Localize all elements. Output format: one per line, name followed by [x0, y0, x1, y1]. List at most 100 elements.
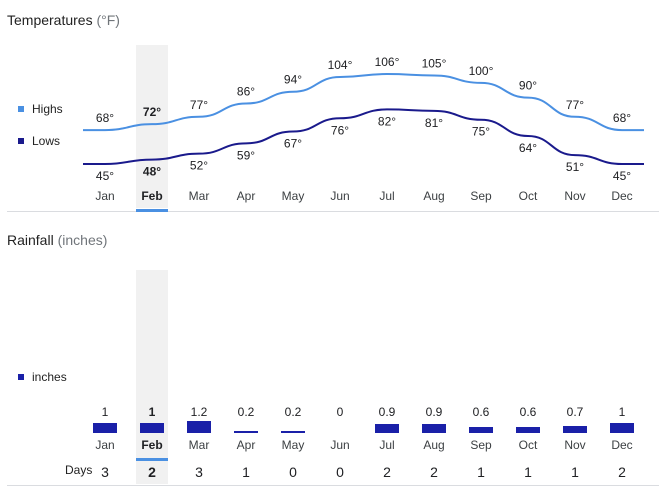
rainfall-month-aug: Aug [423, 438, 444, 452]
days-value-jul: 2 [383, 464, 391, 480]
rain-bar-nov[interactable] [563, 426, 587, 433]
temperature-month-aug: Aug [423, 189, 444, 203]
selected-month-column-temperatures [136, 45, 168, 208]
rainfall-month-sep: Sep [470, 438, 492, 452]
rain-bar-aug[interactable] [422, 424, 446, 433]
days-value-nov: 1 [571, 464, 579, 480]
rain-bar-may[interactable] [281, 431, 305, 433]
lows-label-may: 67° [284, 137, 302, 151]
temperature-month-apr: Apr [237, 189, 256, 203]
rain-value-may: 0.2 [285, 405, 302, 419]
rainfall-month-feb: Feb [141, 438, 162, 452]
rain-value-jan: 1 [102, 405, 109, 419]
rainfall-month-dec: Dec [611, 438, 632, 452]
temperature-month-jan: Jan [95, 189, 114, 203]
lows-label-feb: 48° [143, 165, 161, 179]
rainfall-month-jan: Jan [95, 438, 114, 452]
lows-label-nov: 51° [566, 160, 584, 174]
rain-bar-apr[interactable] [234, 431, 258, 433]
legend-lows-label: Lows [32, 134, 61, 148]
lows-label-jun: 76° [331, 123, 349, 137]
rainfall-divider [7, 485, 659, 486]
highs-label-mar: 77° [190, 98, 208, 112]
legend-inches-label: inches [32, 370, 67, 384]
rainfall-month-oct: Oct [519, 438, 538, 452]
legend-highs-label: Highs [32, 102, 63, 116]
days-value-jun: 0 [336, 464, 344, 480]
legend-lows-swatch [18, 138, 24, 144]
legend-inches-swatch [18, 374, 24, 380]
highs-label-aug: 105° [422, 56, 447, 70]
days-label: Days [65, 463, 92, 477]
rain-bar-jul[interactable] [375, 424, 399, 433]
highs-label-dec: 68° [613, 111, 631, 125]
temperature-month-sep: Sep [470, 189, 492, 203]
rain-value-feb: 1 [149, 405, 156, 419]
rain-value-apr: 0.2 [238, 405, 255, 419]
temperature-month-dec: Dec [611, 189, 632, 203]
selected-month-column-rainfall [136, 270, 168, 484]
temperature-selected-indicator [136, 209, 168, 212]
temperatures-title-text: Temperatures [7, 12, 93, 28]
rainfall-month-jul: Jul [379, 438, 394, 452]
highs-label-jun: 104° [328, 58, 353, 72]
temperature-month-jul: Jul [379, 189, 394, 203]
rain-bar-oct[interactable] [516, 427, 540, 433]
temperature-month-may: May [282, 189, 305, 203]
highs-label-nov: 77° [566, 98, 584, 112]
temperature-month-feb: Feb [141, 189, 162, 203]
days-value-feb: 2 [148, 464, 156, 480]
legend-highs: Highs [18, 102, 63, 116]
rain-value-aug: 0.9 [426, 405, 443, 419]
temperatures-title: Temperatures (°F) [7, 12, 120, 28]
legend-lows: Lows [18, 134, 60, 148]
days-value-jan: 3 [101, 464, 109, 480]
lows-label-sep: 75° [472, 125, 490, 139]
rainfall-month-mar: Mar [189, 438, 210, 452]
highs-label-oct: 90° [519, 79, 537, 93]
lows-label-aug: 81° [425, 116, 443, 130]
rain-value-nov: 0.7 [567, 405, 584, 419]
rainfall-month-jun: Jun [330, 438, 349, 452]
rain-value-oct: 0.6 [520, 405, 537, 419]
legend-highs-swatch [18, 106, 24, 112]
days-value-may: 0 [289, 464, 297, 480]
temperatures-divider [7, 211, 659, 212]
rain-bar-dec[interactable] [610, 423, 634, 433]
highs-label-jan: 68° [96, 111, 114, 125]
rain-value-dec: 1 [619, 405, 626, 419]
highs-label-jul: 106° [375, 55, 400, 69]
rainfall-title: Rainfall (inches) [7, 232, 107, 248]
rainfall-title-text: Rainfall [7, 232, 54, 248]
rain-bar-jan[interactable] [93, 423, 117, 433]
rain-bar-sep[interactable] [469, 427, 493, 433]
lows-label-dec: 45° [613, 169, 631, 183]
days-value-sep: 1 [477, 464, 485, 480]
rain-value-jun: 0 [337, 405, 344, 419]
days-value-dec: 2 [618, 464, 626, 480]
lows-line [83, 108, 644, 165]
rain-value-jul: 0.9 [379, 405, 396, 419]
temperature-month-oct: Oct [519, 189, 538, 203]
lows-label-jul: 82° [378, 114, 396, 128]
legend-inches: inches [18, 370, 67, 384]
highs-label-apr: 86° [237, 85, 255, 99]
rainfall-month-may: May [282, 438, 305, 452]
temperature-month-jun: Jun [330, 189, 349, 203]
rain-bar-feb[interactable] [140, 423, 164, 433]
rainfall-selected-indicator [136, 458, 168, 461]
highs-label-feb: 72° [143, 105, 161, 119]
days-value-oct: 1 [524, 464, 532, 480]
lows-label-jan: 45° [96, 169, 114, 183]
rain-value-mar: 1.2 [191, 405, 208, 419]
days-value-aug: 2 [430, 464, 438, 480]
temperature-month-mar: Mar [189, 189, 210, 203]
rainfall-month-apr: Apr [237, 438, 256, 452]
rain-value-sep: 0.6 [473, 405, 490, 419]
highs-line [83, 72, 644, 132]
temperature-month-nov: Nov [564, 189, 585, 203]
days-value-mar: 3 [195, 464, 203, 480]
days-value-apr: 1 [242, 464, 250, 480]
rain-bar-mar[interactable] [187, 421, 211, 433]
